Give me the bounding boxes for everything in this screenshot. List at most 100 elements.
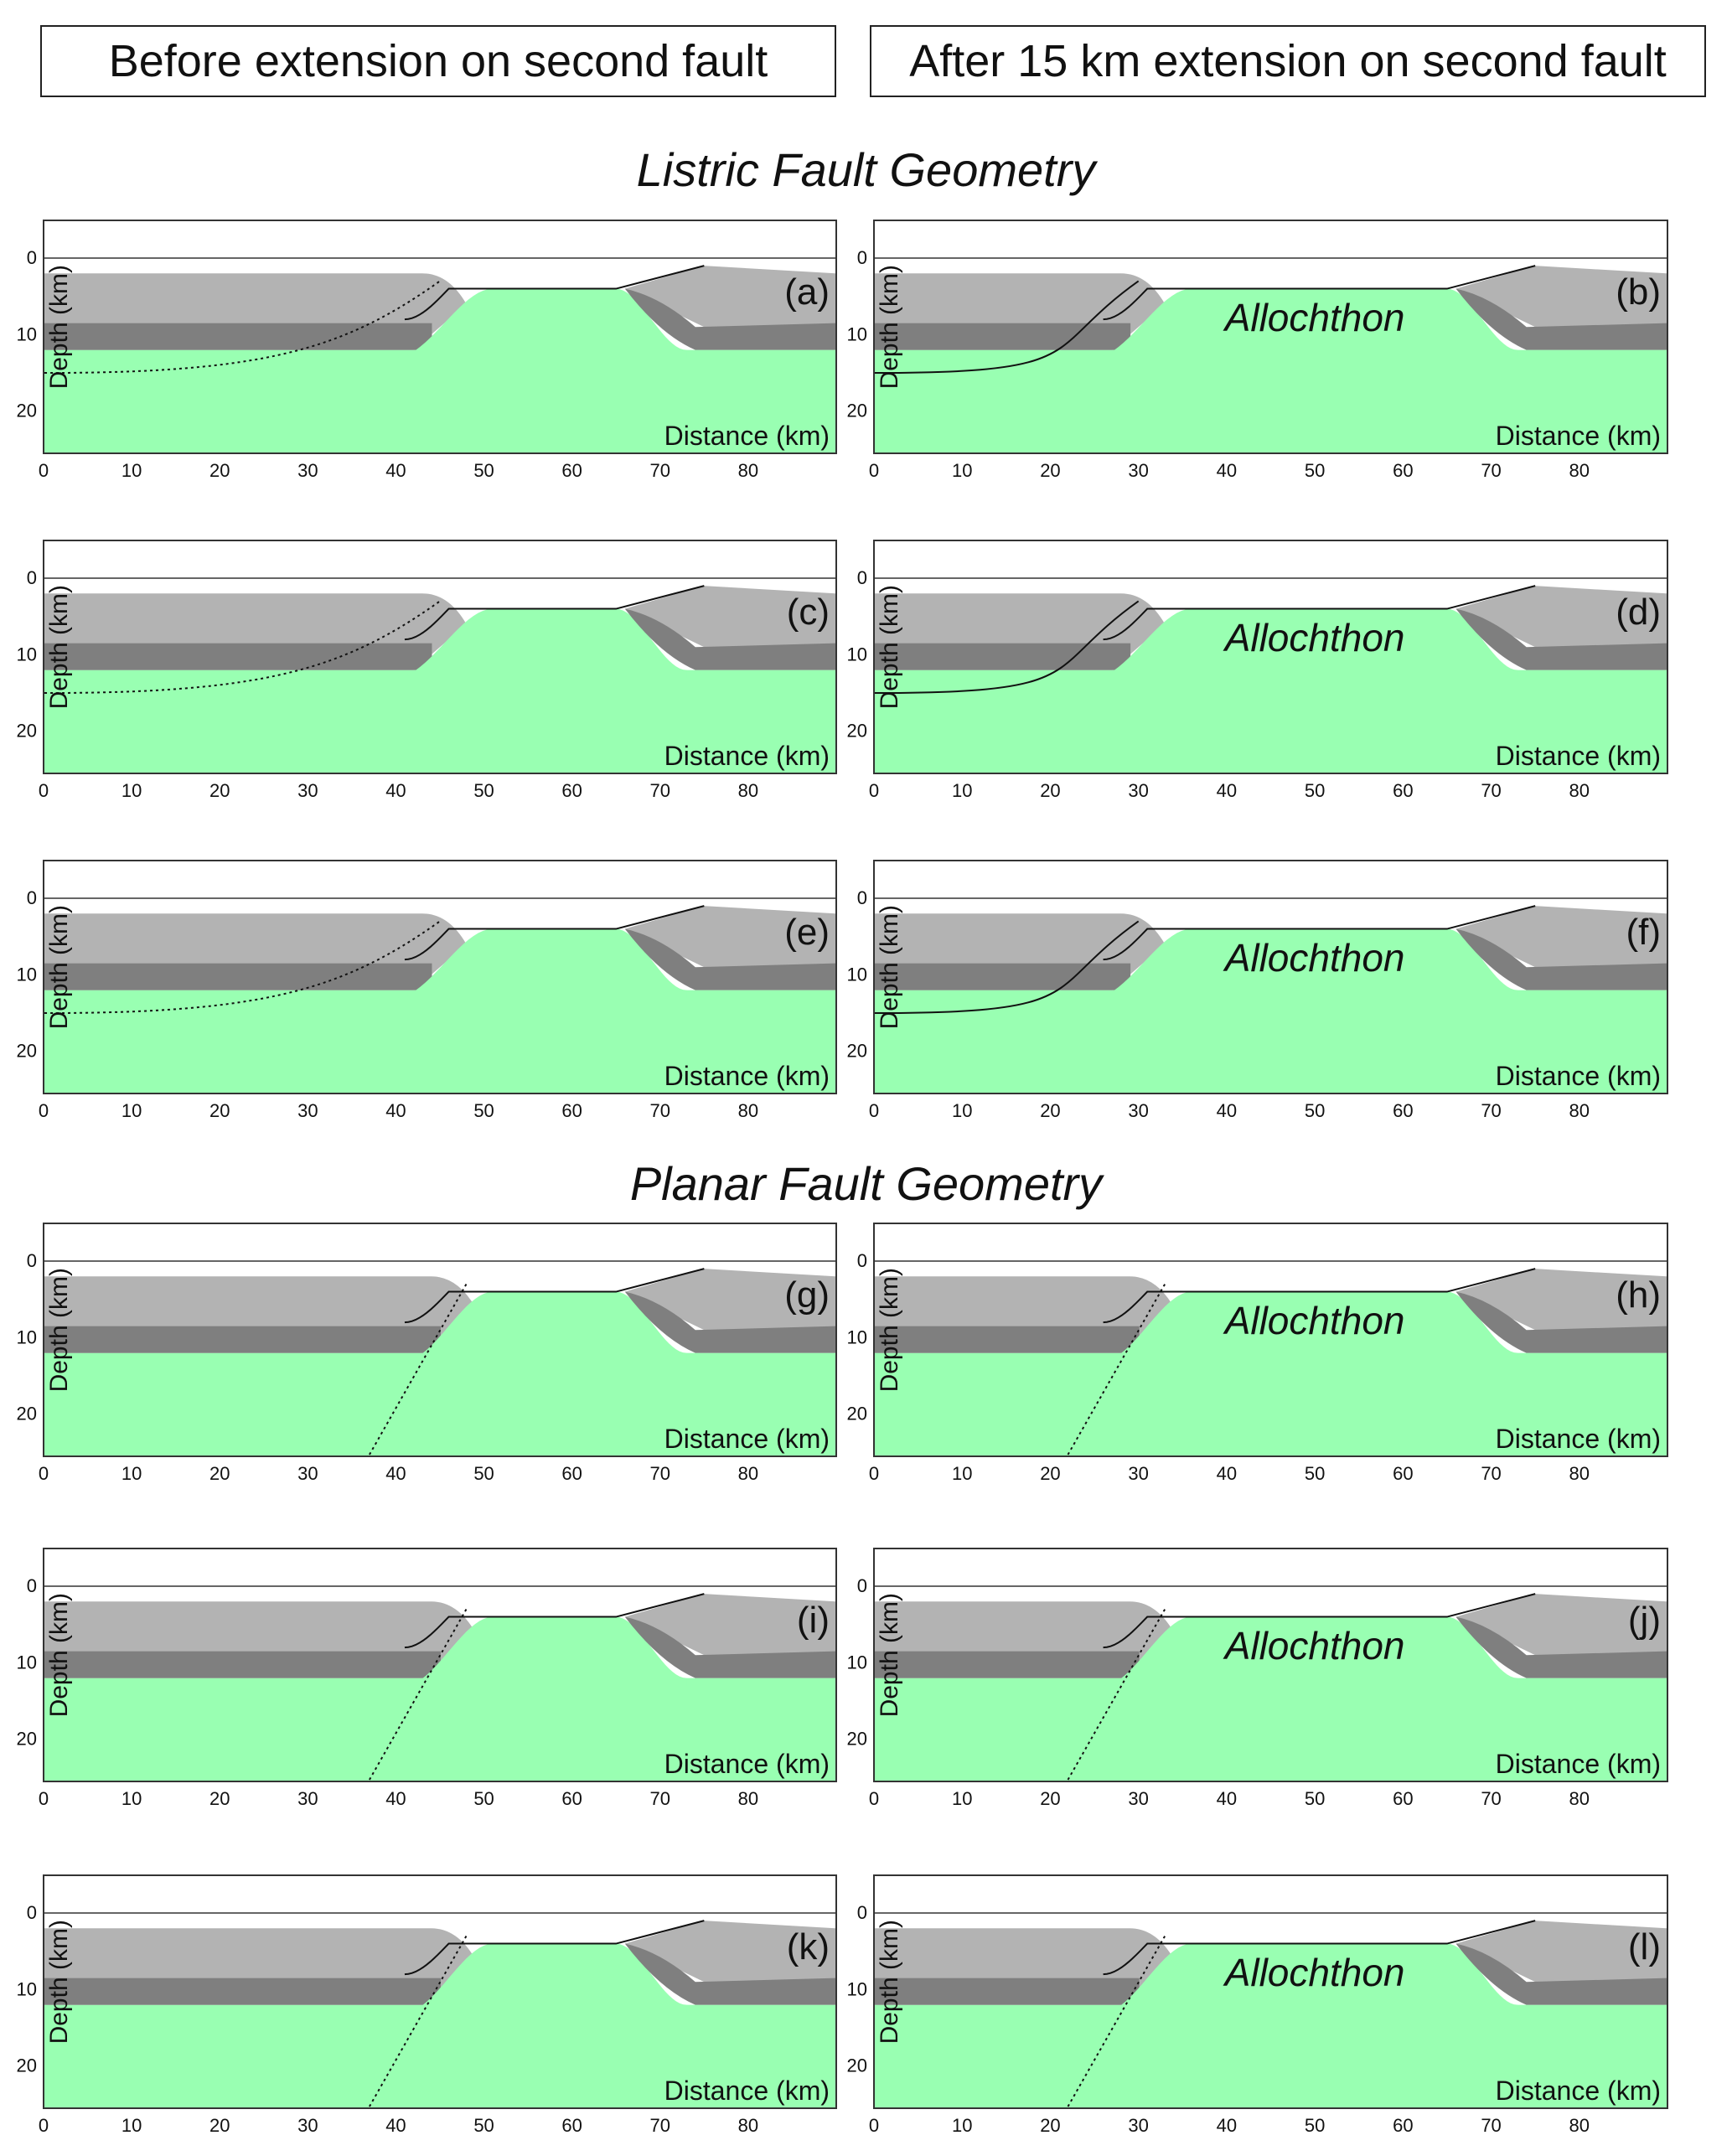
- y-axis-label: Depth (km): [876, 265, 903, 389]
- x-tick-label: 40: [1217, 780, 1237, 801]
- right-sediment-light: [624, 1594, 835, 1656]
- x-tick-label: 30: [1128, 460, 1148, 481]
- basement-layer: [44, 1352, 835, 1455]
- right-sediment-light: [624, 906, 835, 968]
- right-sediment-dark: [1455, 608, 1667, 670]
- right-sediment-light: [1455, 1269, 1667, 1331]
- x-tick-label: 70: [1481, 460, 1501, 481]
- x-tick-label: 20: [209, 2115, 230, 2136]
- x-tick-label: 60: [1393, 780, 1413, 801]
- x-tick-label: 50: [473, 460, 494, 481]
- left-sediment-dark: [44, 963, 432, 990]
- x-axis-label: Distance (km): [664, 1749, 830, 1779]
- y-tick-label: 10: [17, 644, 37, 664]
- right-sediment-dark: [1455, 288, 1667, 350]
- right-sediment-light: [624, 266, 835, 328]
- x-tick-label: 70: [650, 1788, 670, 1809]
- x-tick-label: 10: [121, 1463, 142, 1484]
- x-tick-label: 30: [297, 2115, 318, 2136]
- x-tick-label: 20: [209, 460, 230, 481]
- y-tick-label: 10: [17, 1326, 37, 1347]
- x-tick-label: 60: [561, 1463, 582, 1484]
- panel-g: 0 10 20 0 10 20 30 40 50 60 70 80 Depth (km) Distance…: [17, 1223, 837, 1484]
- x-tick-label: 80: [1569, 1788, 1590, 1809]
- left-sediment-dark: [44, 323, 432, 350]
- x-tick-label: 40: [385, 1100, 406, 1121]
- y-tick-label: 0: [27, 247, 37, 268]
- panel-label: (h): [1616, 1274, 1661, 1316]
- x-tick-label: 40: [385, 1788, 406, 1809]
- left-sediment-dark: [875, 963, 1131, 990]
- x-tick-label: 10: [121, 780, 142, 801]
- y-tick-label: 20: [17, 1404, 37, 1424]
- basement-high: [404, 1291, 687, 1361]
- allochthon-label: Allochthon: [1223, 1951, 1405, 1994]
- right-sediment-dark: [624, 928, 835, 990]
- x-tick-label: 0: [869, 2115, 879, 2136]
- x-tick-label: 0: [39, 1463, 49, 1484]
- y-tick-label: 0: [857, 247, 867, 268]
- y-tick-label: 0: [857, 887, 867, 908]
- x-tick-label: 70: [650, 2115, 670, 2136]
- x-tick-label: 20: [209, 1788, 230, 1809]
- panel-d: 0 10 20 0 10 20 30 40 50 60 70 80 Depth (km) Distance…: [847, 540, 1668, 801]
- x-tick-label: 40: [385, 1463, 406, 1484]
- right-sediment-dark: [624, 608, 835, 670]
- right-sediment-light: [624, 586, 835, 648]
- basement-layer: [44, 349, 835, 452]
- surface-line: [1103, 585, 1536, 641]
- surface-line: [1103, 1593, 1536, 1649]
- x-tick-label: 20: [209, 1463, 230, 1484]
- allochthon-label: Allochthon: [1223, 936, 1405, 980]
- header-before: Before extension on second fault: [40, 25, 836, 97]
- basement-high: [396, 608, 687, 678]
- x-tick-label: 70: [1481, 1100, 1501, 1121]
- x-tick-label: 10: [952, 1463, 972, 1484]
- y-axis-label: Depth (km): [45, 1920, 73, 2044]
- right-sediment-dark: [624, 1291, 835, 1353]
- x-tick-label: 50: [1305, 2115, 1325, 2136]
- basement-high: [1103, 1616, 1518, 1686]
- y-tick-label: 20: [847, 1041, 867, 1062]
- x-tick-label: 40: [1217, 2115, 1237, 2136]
- x-tick-label: 30: [1128, 780, 1148, 801]
- x-tick-label: 20: [1040, 1788, 1060, 1809]
- right-sediment-dark: [624, 1943, 835, 2005]
- y-tick-label: 0: [27, 1250, 37, 1271]
- y-tick-label: 20: [17, 2055, 37, 2076]
- x-axis-label: Distance (km): [664, 1424, 830, 1454]
- y-tick-label: 10: [847, 1652, 867, 1673]
- x-tick-label: 10: [952, 1100, 972, 1121]
- x-axis-label: Distance (km): [1496, 1749, 1661, 1779]
- right-sediment-light: [1455, 906, 1667, 968]
- y-tick-label: 10: [847, 323, 867, 344]
- x-tick-label: 70: [650, 1100, 670, 1121]
- left-sediment-dark: [875, 643, 1131, 670]
- y-tick-label: 10: [17, 1978, 37, 1999]
- x-axis-label: Distance (km): [664, 2076, 830, 2106]
- x-axis-label: Distance (km): [664, 741, 830, 771]
- y-tick-label: 20: [847, 1729, 867, 1750]
- basement-high: [404, 1616, 687, 1686]
- x-tick-label: 10: [952, 2115, 972, 2136]
- basement-high: [1103, 1943, 1518, 2013]
- surface-line: [404, 1268, 705, 1324]
- fault-trace: [874, 920, 1140, 1015]
- y-tick-label: 0: [857, 567, 867, 588]
- fault-trace: [44, 920, 441, 1015]
- left-sediment-dark: [44, 1978, 441, 2005]
- basement-layer: [875, 1352, 1667, 1455]
- x-tick-label: 70: [1481, 1788, 1501, 1809]
- x-tick-label: 60: [1393, 1463, 1413, 1484]
- right-sediment-dark: [624, 288, 835, 350]
- x-tick-label: 80: [738, 780, 758, 801]
- x-tick-label: 10: [121, 2115, 142, 2136]
- x-tick-label: 50: [1305, 780, 1325, 801]
- x-tick-label: 0: [39, 2115, 49, 2136]
- x-tick-label: 50: [473, 780, 494, 801]
- x-axis-label: Distance (km): [1496, 1061, 1661, 1091]
- x-tick-label: 40: [1217, 1100, 1237, 1121]
- y-tick-label: 20: [847, 1404, 867, 1424]
- panel-label: (c): [787, 592, 830, 633]
- x-tick-label: 40: [1217, 1463, 1237, 1484]
